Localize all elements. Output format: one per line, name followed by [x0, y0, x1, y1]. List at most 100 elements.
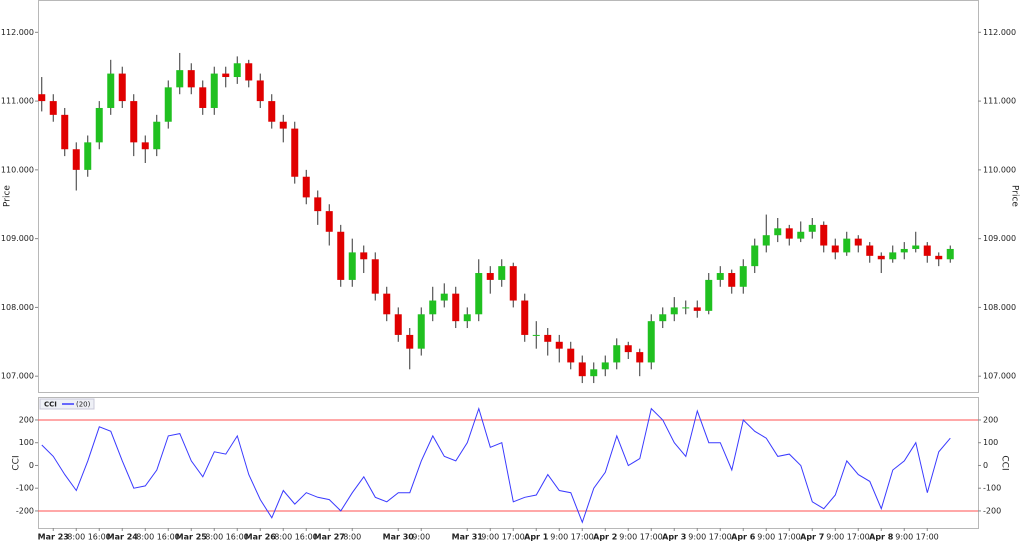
candle-body [279, 121, 287, 129]
y-tick-label: 111.000 [983, 97, 1016, 106]
candle-body [72, 149, 80, 170]
candle-body [854, 238, 862, 246]
candle-body [49, 101, 57, 115]
candle-body [176, 70, 184, 88]
candle-body [84, 142, 92, 170]
y-tick-label: 110.000 [1, 165, 34, 174]
candle-body [578, 362, 586, 377]
x-tick-label: 8:00 [343, 533, 361, 542]
y-tick-label: 0 [29, 461, 34, 470]
y-tick-label: -200 [16, 506, 34, 515]
x-tick-label: 17:00 [571, 533, 594, 542]
candle-body [923, 245, 931, 256]
x-tick-label: 9:00 [826, 533, 844, 542]
y-tick-label: 0 [983, 461, 988, 470]
x-tick-label: 17:00 [847, 533, 870, 542]
candle-body [314, 197, 322, 212]
x-tick-label: Mar 23 [38, 533, 69, 542]
y-axis-title: CCI [1000, 455, 1010, 470]
candle-body [682, 307, 690, 309]
candle-body [130, 101, 138, 143]
y-tick-label: 100 [983, 438, 998, 447]
candle-body [624, 345, 632, 353]
x-tick-label: Mar 30 [383, 533, 415, 542]
x-tick-label: 9:00 [688, 533, 706, 542]
candle-body [555, 341, 563, 349]
candle-body [486, 273, 494, 280]
y-tick-label: 109.000 [1, 234, 34, 243]
y-tick-label: 107.000 [983, 372, 1016, 381]
x-tick-label: Apr 3 [662, 533, 686, 542]
x-tick-label: 9:00 [412, 533, 430, 542]
candle-body [670, 307, 678, 315]
candle-body [889, 252, 897, 260]
x-tick-label: 9:00 [757, 533, 775, 542]
candle-body [291, 128, 299, 177]
y-tick-label: -100 [983, 484, 1001, 493]
candle-body [406, 334, 414, 349]
candle-body [647, 321, 655, 363]
candle-body [61, 114, 69, 150]
y-tick-label: 112.000 [983, 28, 1016, 37]
candle-body [210, 73, 218, 108]
y-tick-label: 100 [19, 438, 34, 447]
candle-body [118, 73, 126, 102]
x-tick-label: 17:00 [640, 533, 663, 542]
candle-body [567, 348, 575, 363]
x-tick-label: Apr 6 [731, 533, 756, 542]
x-tick-label: Mar 24 [107, 533, 139, 542]
y-axis-title: Price [1010, 185, 1020, 207]
x-tick-label: 16:00 [226, 533, 249, 542]
candle-body [797, 231, 805, 239]
x-tick-label: Mar 26 [245, 533, 277, 542]
candle-body [222, 73, 230, 78]
x-tick-label: 17:00 [916, 533, 939, 542]
x-tick-label: 16:00 [88, 533, 111, 542]
x-tick-label: 16:00 [157, 533, 180, 542]
x-tick-label: 9:00 [481, 533, 499, 542]
y-tick-label: 108.000 [983, 303, 1016, 312]
x-tick-label: 9:00 [550, 533, 568, 542]
x-tick-label: 8:00 [67, 533, 85, 542]
x-tick-label: 9:00 [895, 533, 913, 542]
indicator-title: CCI [44, 401, 57, 409]
candle-body [613, 345, 621, 363]
x-tick-label: Apr 7 [800, 533, 824, 542]
cci-panel [38, 397, 979, 529]
candle-body [831, 245, 839, 253]
candle-body [360, 252, 368, 260]
candle-body [877, 255, 885, 260]
candle-body [463, 314, 471, 322]
candle-body [762, 235, 770, 246]
price-panel [38, 0, 979, 393]
candle-body [935, 255, 943, 260]
x-tick-label: Apr 2 [593, 533, 617, 542]
candle-body [233, 63, 241, 78]
candle-body [751, 245, 759, 267]
candle-body [371, 259, 379, 294]
candle-body [636, 352, 644, 363]
y-tick-label: 107.000 [1, 372, 34, 381]
x-tick-label: Mar 27 [314, 533, 345, 542]
y-tick-label: 112.000 [1, 28, 34, 37]
y-tick-label: 200 [983, 415, 998, 424]
candle-body [141, 142, 149, 150]
candle-body [693, 307, 701, 311]
candle-body [601, 362, 609, 370]
candle-body [107, 73, 115, 108]
candle-body [843, 238, 851, 253]
candle-body [429, 300, 437, 315]
candle-body [774, 228, 782, 236]
x-tick-label: 16:00 [295, 533, 318, 542]
candle-body [153, 121, 161, 150]
cci-line [41, 406, 951, 524]
x-tick-label: 8:00 [205, 533, 223, 542]
candle-body [509, 266, 517, 301]
candle-body [199, 87, 207, 108]
y-tick-label: 109.000 [983, 234, 1016, 243]
x-tick-label: 17:00 [709, 533, 732, 542]
candle-body [440, 293, 448, 301]
candle-body [325, 211, 333, 232]
candle-body [95, 107, 103, 143]
candle-body [187, 70, 195, 88]
